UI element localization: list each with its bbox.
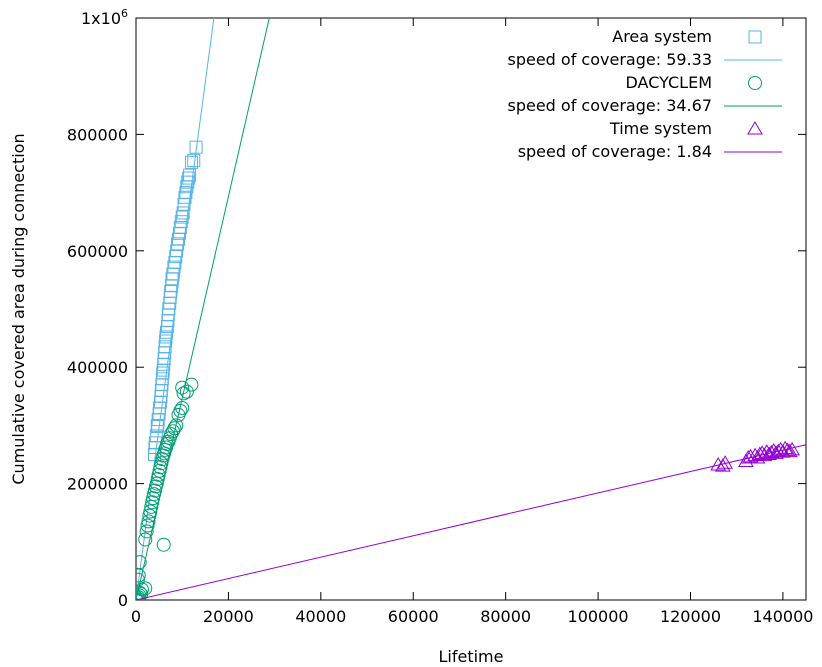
data-point xyxy=(777,440,794,455)
fit-line-circle xyxy=(136,18,270,600)
data-point xyxy=(141,514,156,529)
plot-area xyxy=(136,18,806,600)
data-point xyxy=(173,403,188,418)
data-point xyxy=(784,441,801,456)
data-point xyxy=(742,448,759,463)
y-top-mantissa: 1x10 xyxy=(81,9,121,28)
data-point xyxy=(149,429,163,443)
legend-marker xyxy=(747,121,763,135)
legend-series-name: DACYCLEM xyxy=(626,73,713,92)
data-point xyxy=(740,449,757,464)
data-point xyxy=(754,445,770,459)
x-axis: 0 20000 40000 60000 80000 100000 120000 140000 xyxy=(131,18,813,626)
y-top-tick-label: 1x106 xyxy=(81,7,128,28)
y-top-exponent: 6 xyxy=(121,7,128,20)
data-point xyxy=(179,384,194,399)
data-point xyxy=(184,155,198,169)
x-tick-label: 80000 xyxy=(480,607,531,626)
data-point xyxy=(189,140,203,154)
data-point xyxy=(781,443,798,458)
plot-frame xyxy=(135,17,807,601)
data-point xyxy=(779,442,796,456)
data-point xyxy=(138,532,153,547)
data-point xyxy=(169,418,184,433)
legend-fit-label: speed of coverage: 1.84 xyxy=(518,142,712,161)
data-point xyxy=(751,446,768,460)
legend-fit-label: speed of coverage: 59.33 xyxy=(508,50,713,69)
legend-series-name: Time system xyxy=(609,119,712,138)
data-point xyxy=(174,215,188,229)
data-point xyxy=(156,537,171,552)
data-point xyxy=(717,455,734,469)
data-point xyxy=(165,272,179,286)
x-tick-label: 140000 xyxy=(752,607,813,626)
y-tick-label: 800000 xyxy=(67,125,128,144)
y-tick-label: 400000 xyxy=(67,358,128,377)
data-point xyxy=(181,175,195,189)
data-point xyxy=(182,171,196,185)
x-tick-label: 100000 xyxy=(568,607,629,626)
data-point xyxy=(710,456,727,471)
x-tick-label: 0 xyxy=(131,607,141,626)
data-point xyxy=(765,443,782,457)
data-point xyxy=(175,400,190,415)
data-point xyxy=(184,377,199,392)
y-tick-label: 200000 xyxy=(67,475,128,494)
data-point xyxy=(176,386,191,401)
x-tick-label: 60000 xyxy=(388,607,439,626)
data-point xyxy=(138,581,153,596)
x-tick-label: 20000 xyxy=(203,607,254,626)
data-point xyxy=(175,380,190,395)
data-point xyxy=(714,458,731,472)
data-point xyxy=(178,190,192,204)
data-point xyxy=(758,444,775,458)
data-point xyxy=(747,447,764,462)
series-triangle xyxy=(710,440,801,472)
legend: Area system speed of coverage: 59.33 DACYC… xyxy=(508,27,782,161)
legend-marker xyxy=(748,76,762,90)
data-point xyxy=(144,499,159,514)
fit-line-triangle xyxy=(136,444,806,600)
x-tick-label: 40000 xyxy=(295,607,346,626)
data-point xyxy=(166,267,180,281)
y-axis-label: Cumulative covered area during connectio… xyxy=(9,133,28,484)
legend-marker xyxy=(748,30,762,44)
data-point xyxy=(183,168,197,182)
data-point xyxy=(176,206,190,220)
data-point xyxy=(167,421,182,436)
data-point xyxy=(187,154,201,168)
x-tick-label: 120000 xyxy=(660,607,721,626)
y-tick-label: 0 xyxy=(118,591,128,610)
legend-series-name: Area system xyxy=(612,27,712,46)
data-point xyxy=(136,555,147,570)
y-tick-label: 600000 xyxy=(67,242,128,261)
x-axis-label: Lifetime xyxy=(439,647,504,666)
data-point xyxy=(150,420,164,434)
data-point xyxy=(143,504,158,519)
data-point xyxy=(175,210,189,224)
data-point xyxy=(770,443,787,458)
legend-fit-label: speed of coverage: 34.67 xyxy=(508,96,713,115)
data-point xyxy=(167,260,181,274)
data-point xyxy=(139,524,154,539)
data-point xyxy=(171,237,185,251)
series-square xyxy=(147,140,203,461)
y-axis: 0 200000 400000 600000 800000 xyxy=(67,17,806,610)
